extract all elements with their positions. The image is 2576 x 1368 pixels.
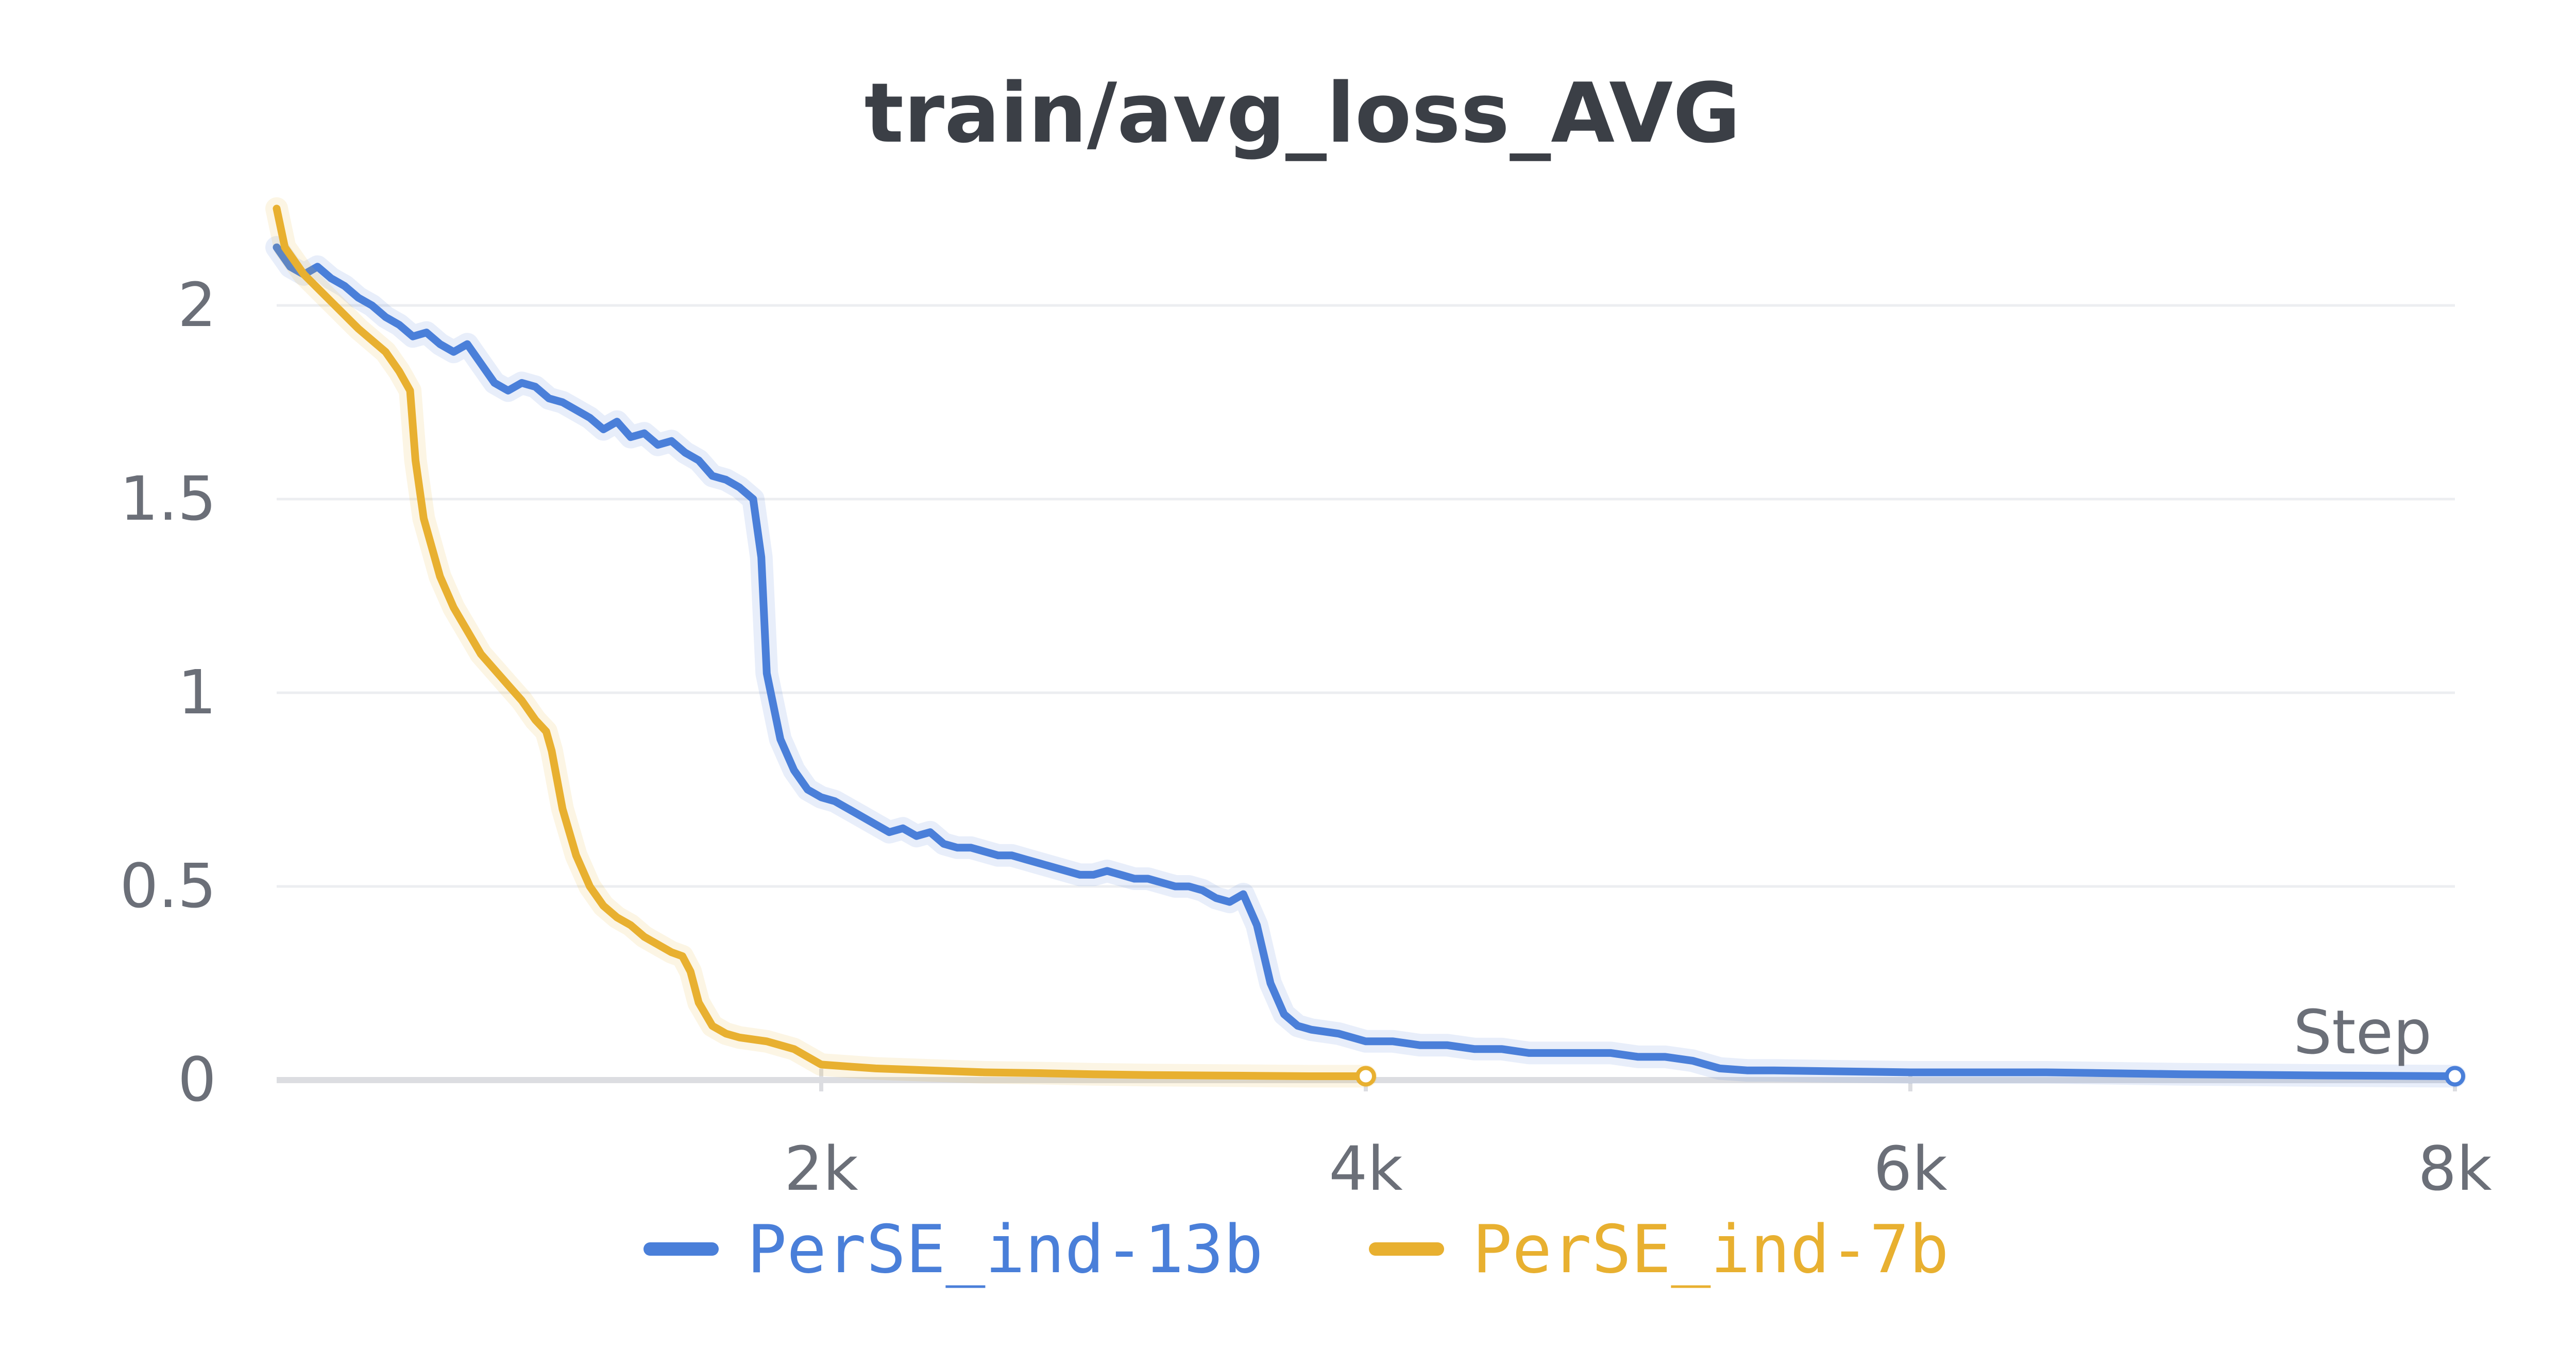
series-end-marker (2445, 1066, 2465, 1087)
series-lines (265, 197, 2466, 1088)
y-tick-label: 0 (178, 1044, 216, 1115)
x-tick-label: 4k (1329, 1133, 1402, 1204)
legend[interactable]: PerSE_ind-13b PerSE_ind-7b (643, 1211, 1949, 1288)
chart-title: train/avg_loss_AVG (865, 65, 1741, 161)
x-axis-label: Step (2293, 997, 2432, 1068)
series-end-marker (1355, 1066, 1376, 1087)
y-tick-label: 0.5 (120, 850, 216, 921)
series-line-PerSE_ind-7b[interactable] (273, 204, 1370, 1080)
y-tick-label: 1 (178, 657, 216, 728)
legend-label: PerSE_ind-7b (1472, 1211, 1949, 1288)
legend-item[interactable]: PerSE_ind-7b (1369, 1211, 1949, 1288)
x-tick-label: 8k (2418, 1133, 2492, 1204)
y-tick-label: 2 (178, 269, 216, 340)
legend-label: PerSE_ind-13b (747, 1211, 1263, 1288)
series-line-PerSE_ind-13b[interactable] (273, 243, 2459, 1080)
x-tick-label: 2k (784, 1133, 858, 1204)
x-tick-label: 6k (1873, 1133, 1947, 1204)
y-tick-label: 1.5 (120, 463, 216, 534)
legend-item[interactable]: PerSE_ind-13b (643, 1211, 1263, 1288)
y-axis-ticks: 0 0.5 1 1.5 2 (120, 269, 216, 1115)
x-axis-ticks: 2k 4k 6k 8k (784, 1069, 2492, 1204)
series-endpoints (1355, 1066, 2465, 1087)
